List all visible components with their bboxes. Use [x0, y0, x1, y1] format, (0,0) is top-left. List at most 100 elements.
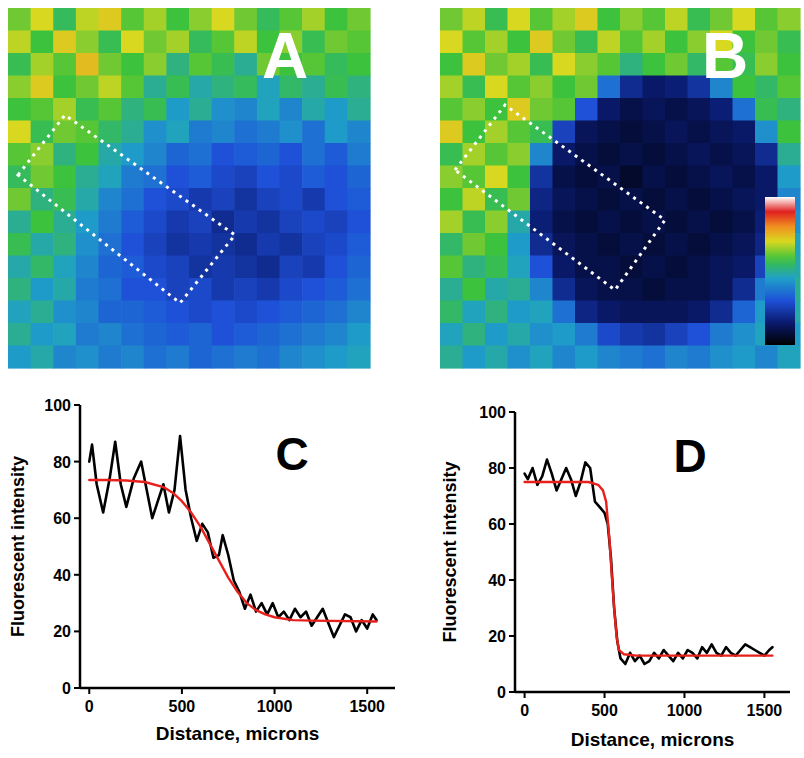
heat-cell — [710, 143, 733, 166]
heat-cell — [8, 301, 31, 324]
heat-cell — [31, 278, 54, 301]
x-tick — [683, 692, 685, 698]
panel-letter: C — [275, 428, 308, 480]
heat-cell — [710, 323, 733, 346]
heat-cell — [347, 278, 370, 301]
panel-letter: B — [702, 20, 748, 92]
heat-cell — [733, 188, 756, 211]
heat-cell — [440, 323, 463, 346]
heat-cell — [733, 346, 756, 369]
heat-cell — [144, 188, 167, 211]
heat-cell — [189, 53, 212, 76]
heat-cell — [121, 188, 144, 211]
heat-cell — [575, 346, 598, 369]
heat-cell — [166, 76, 189, 99]
x-axis — [80, 687, 395, 690]
heat-cell — [302, 143, 325, 166]
heat-cell — [347, 256, 370, 279]
x-tick — [274, 688, 276, 694]
heat-cell — [755, 166, 778, 189]
heat-cell — [710, 121, 733, 144]
y-tick-label: 40 — [53, 567, 71, 584]
heat-cell — [166, 278, 189, 301]
heat-cell — [530, 188, 553, 211]
heat-cell — [710, 256, 733, 279]
heat-cell — [553, 346, 576, 369]
heat-cell — [665, 31, 688, 54]
heat-cell — [665, 233, 688, 256]
heat-cell — [463, 323, 486, 346]
heat-cell — [575, 301, 598, 324]
heat-cell — [598, 188, 621, 211]
heat-cell — [598, 278, 621, 301]
heat-cell — [212, 53, 235, 76]
heat-cell — [688, 143, 711, 166]
heat-cell — [234, 143, 257, 166]
heat-cell — [530, 256, 553, 279]
heat-cell — [553, 31, 576, 54]
heat-cell — [8, 166, 31, 189]
heat-cell — [189, 323, 212, 346]
heat-cell — [302, 346, 325, 369]
x-tick-label: 0 — [520, 702, 529, 719]
heat-cell — [212, 166, 235, 189]
heat-cell — [778, 53, 801, 76]
heat-cell — [665, 53, 688, 76]
heat-cell — [8, 143, 31, 166]
heat-cell — [440, 211, 463, 234]
heat-cell — [710, 211, 733, 234]
heat-cell — [508, 166, 531, 189]
heat-cell — [508, 8, 531, 31]
heat-cell — [99, 211, 122, 234]
heat-cell — [485, 256, 508, 279]
heat-cell — [212, 346, 235, 369]
heat-cell — [710, 166, 733, 189]
heat-cell — [598, 346, 621, 369]
heat-cell — [347, 31, 370, 54]
heat-cell — [99, 278, 122, 301]
heat-cell — [530, 278, 553, 301]
heat-cell — [598, 301, 621, 324]
y-tick-label: 0 — [62, 680, 71, 697]
heat-cell — [257, 256, 280, 279]
heat-cell — [733, 323, 756, 346]
y-tick-label: 60 — [53, 510, 71, 527]
y-tick — [509, 579, 515, 581]
heat-cell — [121, 278, 144, 301]
heat-cell — [688, 233, 711, 256]
heat-cell — [121, 98, 144, 121]
heat-cell — [325, 233, 348, 256]
heat-cell — [530, 233, 553, 256]
heat-cell — [166, 166, 189, 189]
heat-cell — [8, 323, 31, 346]
heat-cell — [280, 323, 303, 346]
heat-cell — [620, 143, 643, 166]
heat-cell — [485, 166, 508, 189]
heat-cell — [347, 76, 370, 99]
heat-cell — [688, 323, 711, 346]
heat-cell — [755, 121, 778, 144]
heat-cell — [620, 346, 643, 369]
heat-cell — [325, 166, 348, 189]
panel-letter: A — [262, 20, 308, 92]
heat-cell — [53, 188, 76, 211]
heat-cell — [99, 8, 122, 31]
heat-cell — [530, 121, 553, 144]
heat-cell — [257, 188, 280, 211]
heat-cell — [257, 98, 280, 121]
heat-cell — [121, 323, 144, 346]
heat-cell — [778, 76, 801, 99]
heat-cell — [347, 188, 370, 211]
heat-cell — [53, 166, 76, 189]
heat-cell — [280, 256, 303, 279]
heat-cell — [76, 278, 99, 301]
heat-cell — [212, 8, 235, 31]
heat-cell — [166, 256, 189, 279]
heat-cell — [688, 278, 711, 301]
heat-cell — [212, 278, 235, 301]
heat-cell — [76, 53, 99, 76]
heat-cell — [530, 98, 553, 121]
heat-cell — [598, 166, 621, 189]
heat-cell — [144, 256, 167, 279]
heat-cell — [189, 76, 212, 99]
